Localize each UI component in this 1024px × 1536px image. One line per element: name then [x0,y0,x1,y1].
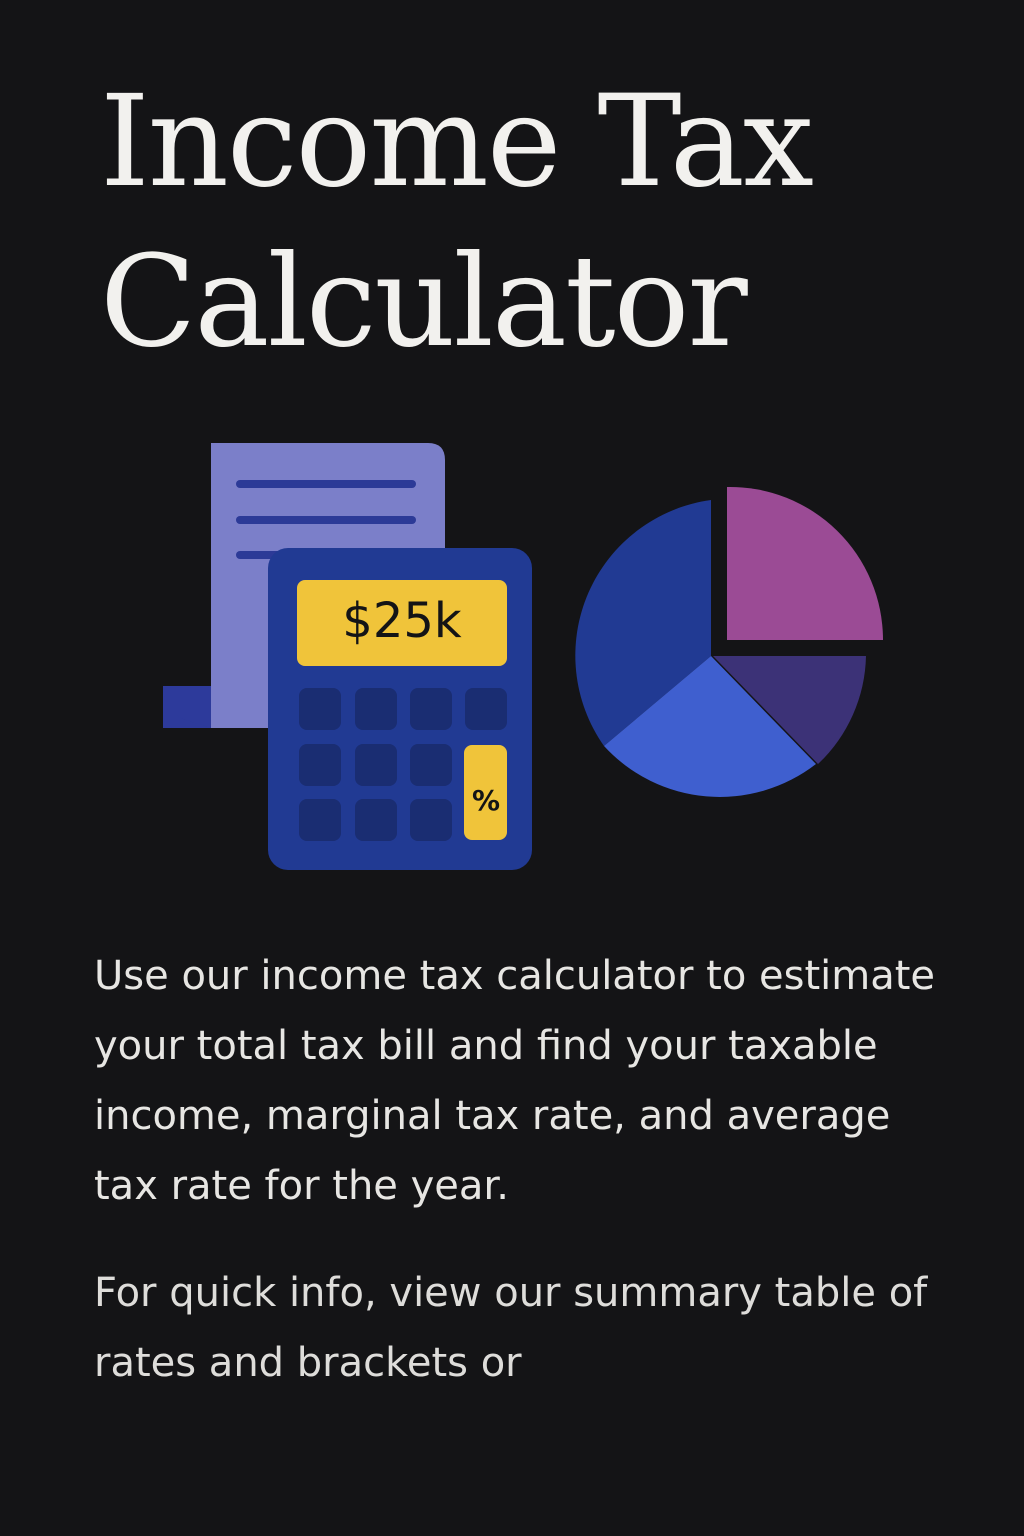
page-title-line-1: Income Tax [100,68,814,215]
summary-paragraph: For quick info, view our summary table o… [94,1258,964,1398]
hero-illustration: $25k % [150,430,910,880]
calculator-percent-key: % [472,784,500,817]
page-title-line-2: Calculator [100,228,748,375]
summary-paragraph-text: For quick info, view our summary table o… [94,1270,928,1386]
page-title: Income Tax Calculator [100,62,960,382]
calculator-display-value: $25k [342,593,462,649]
pie-chart-icon [575,486,884,797]
calculator-icon: $25k % [268,548,532,870]
intro-paragraph: Use our income tax calculator to estimat… [94,953,936,1209]
